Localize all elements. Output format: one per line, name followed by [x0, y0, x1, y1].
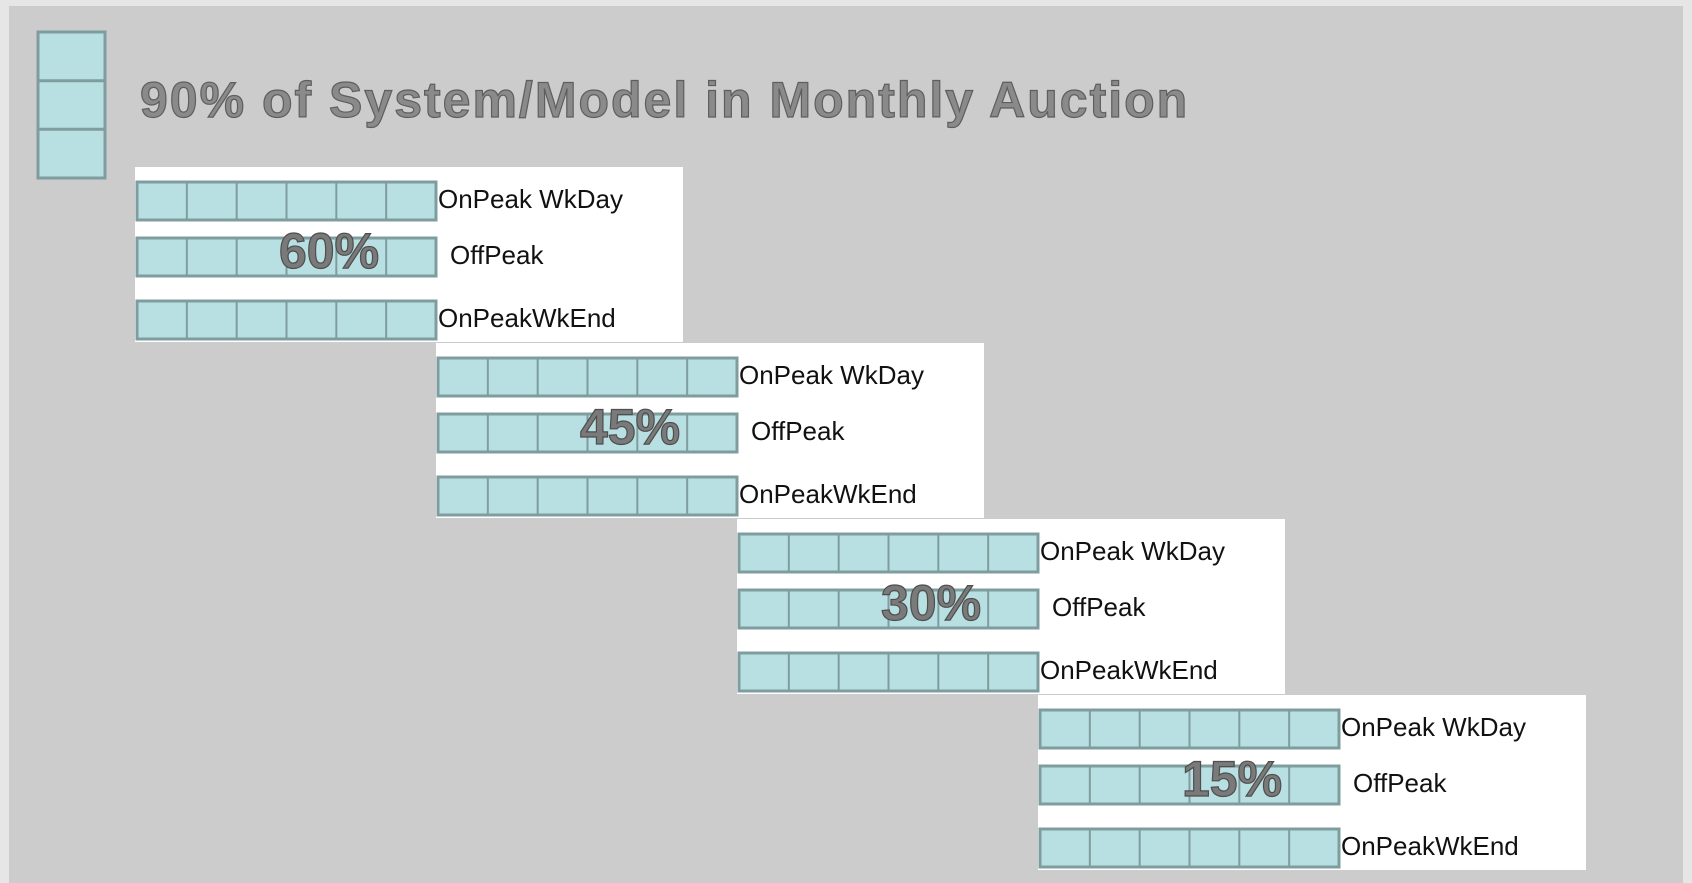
row-label: OnPeakWkEnd: [1040, 655, 1218, 685]
stage: OnPeak WkDay OffPeak OnPeakWkEnd 45%: [436, 343, 984, 518]
row-label: OffPeak: [751, 416, 845, 446]
icon: [36, 30, 107, 180]
row-label: OffPeak: [1052, 592, 1146, 622]
stage: OnPeak WkDay OffPeak OnPeakWkEnd 60%: [135, 167, 683, 342]
percent-label: 60%: [279, 223, 379, 279]
row-label: OnPeakWkEnd: [1341, 831, 1519, 861]
row-label: OnPeak WkDay: [438, 184, 623, 214]
percent-label: 30%: [881, 575, 981, 631]
stage: OnPeak WkDay OffPeak OnPeakWkEnd 30%: [737, 519, 1285, 694]
row-label: OnPeak WkDay: [739, 360, 924, 390]
row-label: OffPeak: [1353, 768, 1447, 798]
row-label: OnPeakWkEnd: [739, 479, 917, 509]
stage: OnPeak WkDay OffPeak OnPeakWkEnd 15%: [1038, 695, 1586, 870]
title: 90% of System/Model in Monthly Auction: [140, 72, 1189, 128]
row-label: OnPeak WkDay: [1341, 712, 1526, 742]
row-label: OffPeak: [450, 240, 544, 270]
row-label: OnPeakWkEnd: [438, 303, 616, 333]
percent-label: 15%: [1182, 751, 1282, 807]
row-label: OnPeak WkDay: [1040, 536, 1225, 566]
percent-label: 45%: [580, 399, 680, 455]
